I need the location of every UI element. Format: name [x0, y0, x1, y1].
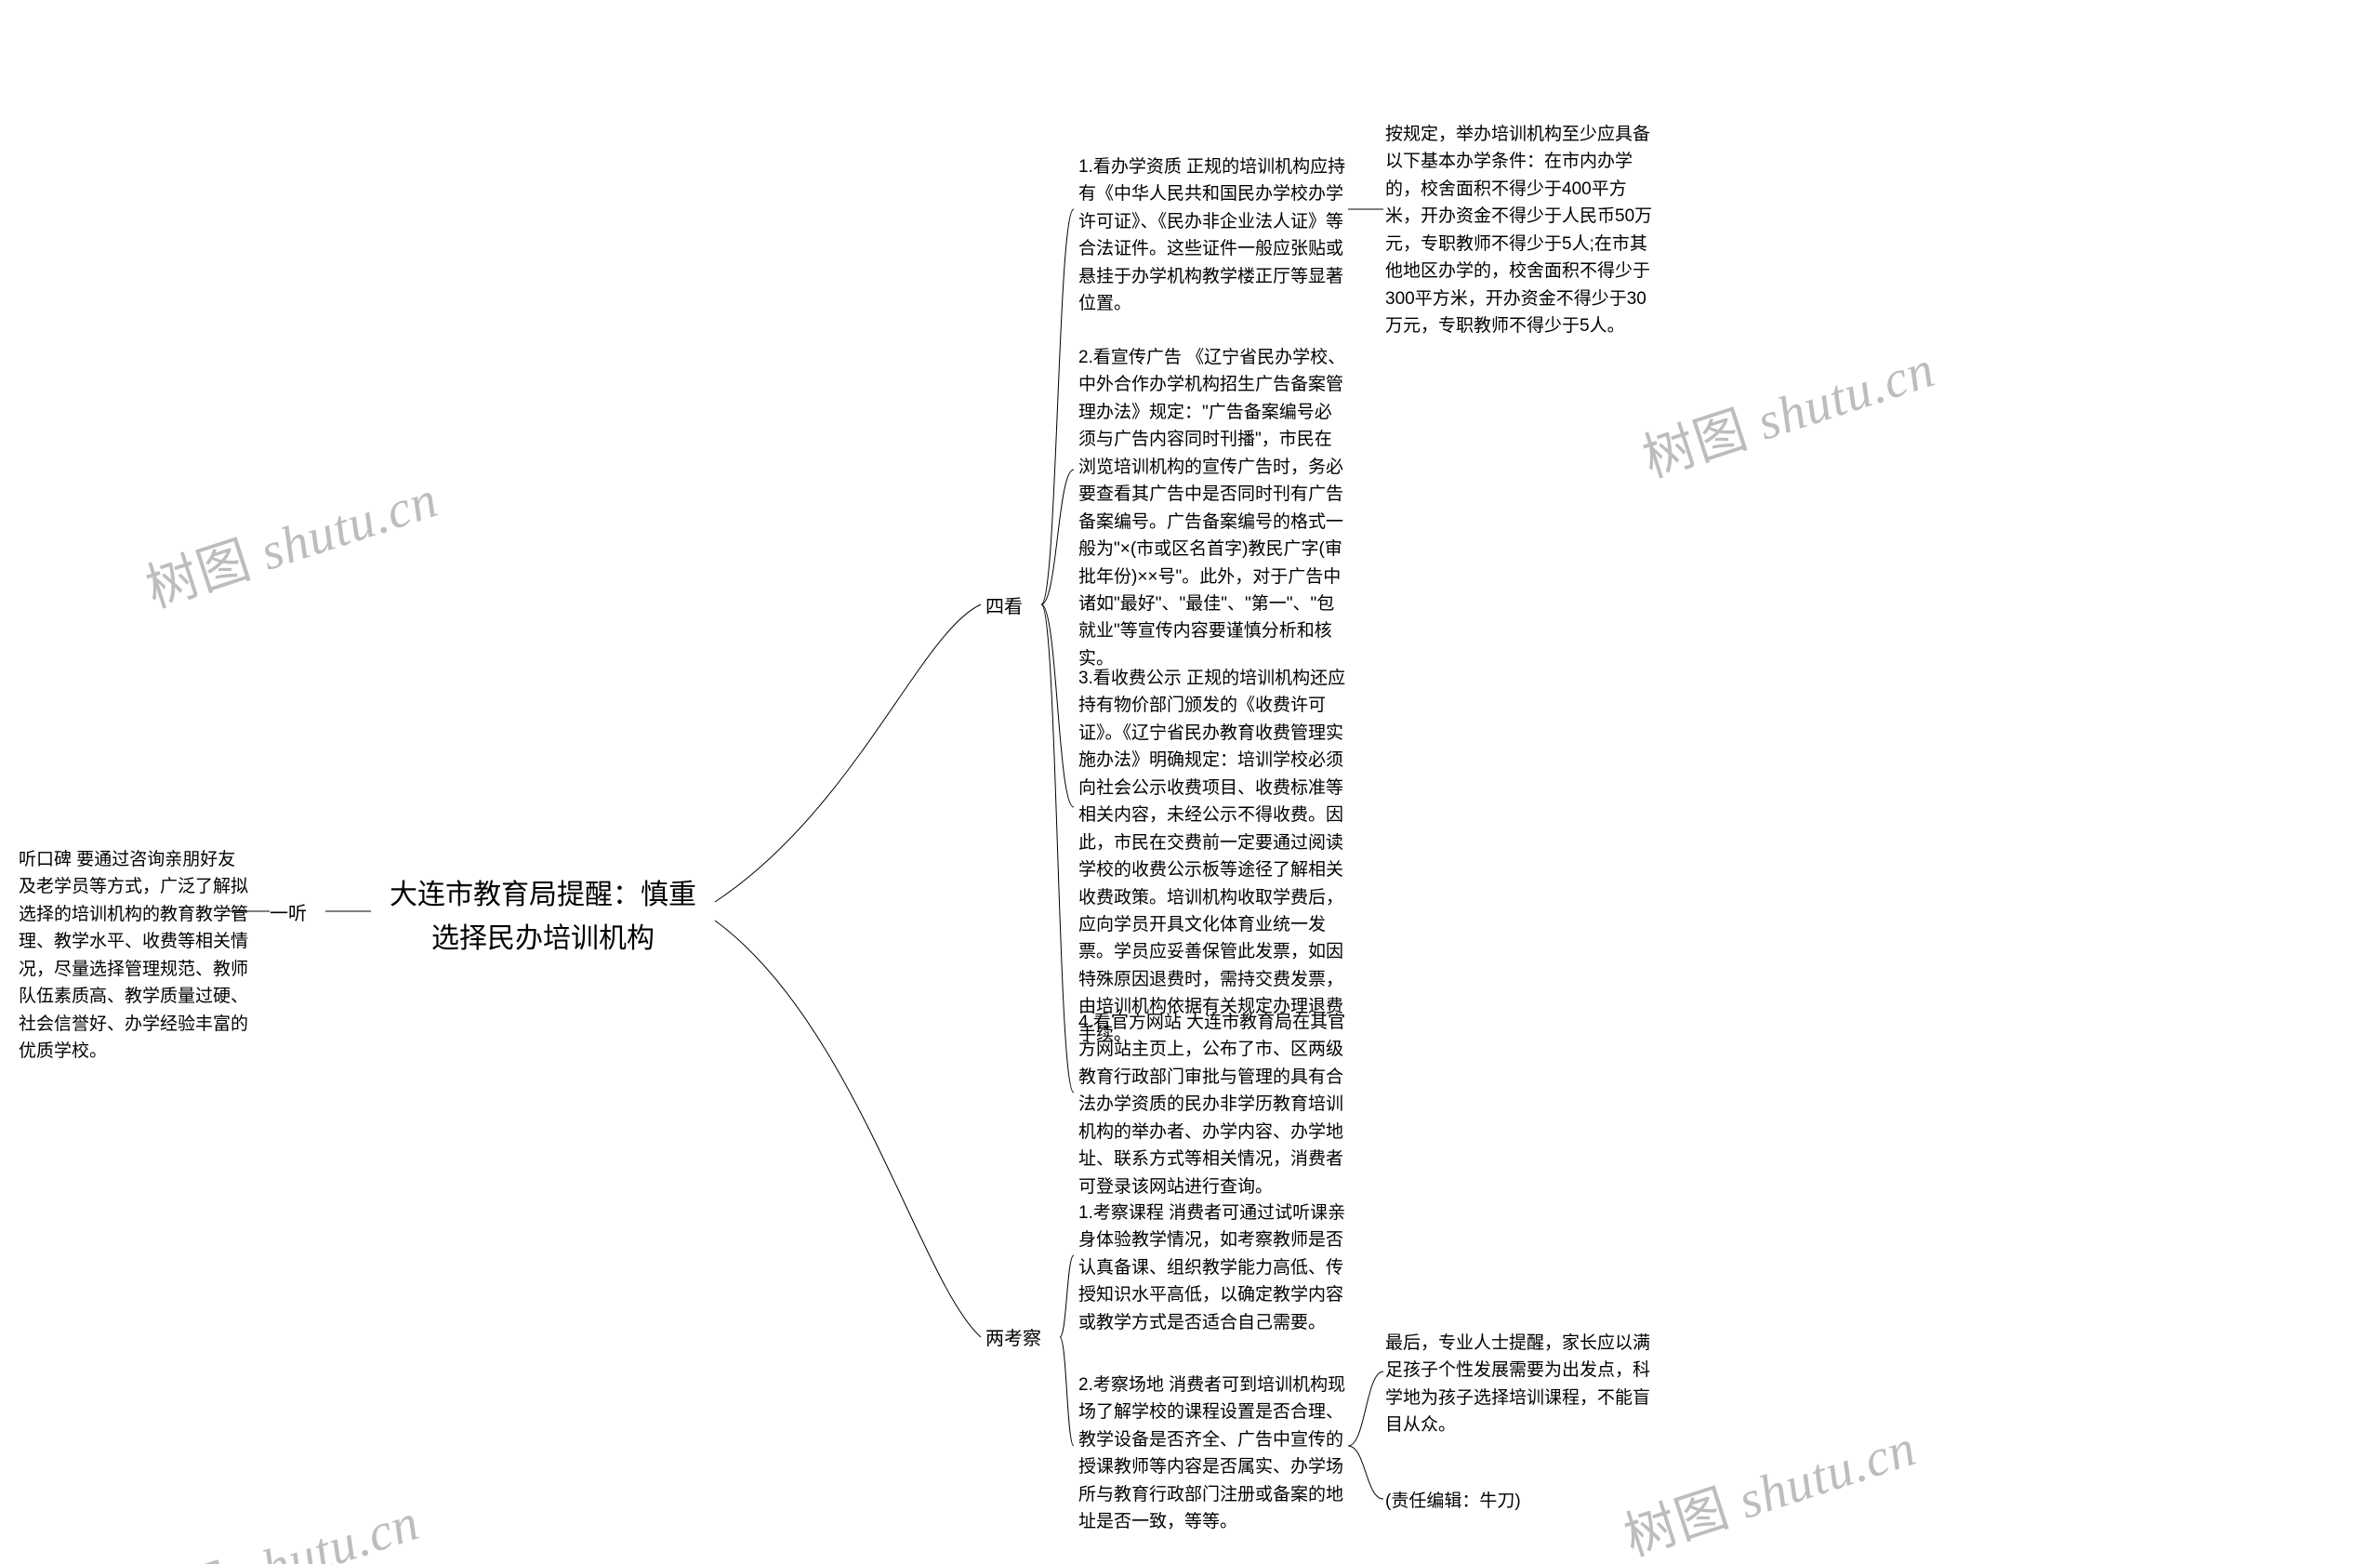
listen-detail-text: 听口碑 要通过咨询亲朋好友及老学员等方式，广泛了解拟选择的培训机构的教育教学管理… — [19, 850, 248, 1061]
inspect1: 1.考察课程 消费者可通过试听课亲身体验教学情况，如考察教师是否认真备课、组织教… — [1078, 1200, 1346, 1336]
root-line1: 大连市教育局提醒：慎重 — [390, 880, 696, 910]
look3-text: 3.看收费公示 正规的培训机构还应持有物价部门颁发的《收费许可证》。《辽宁省民办… — [1078, 669, 1345, 1044]
inspect1-text: 1.考察课程 消费者可通过试听课亲身体验教学情况，如考察教师是否认真备课、组织教… — [1078, 1203, 1345, 1332]
watermark: 树图 shutu.cn — [1613, 1406, 1924, 1564]
root-node: 大连市教育局提醒：慎重 选择民办培训机构 — [371, 874, 715, 961]
look4: 4.看官方网站 大连市教育局在其官方网站主页上，公布了市、区两级教育行政部门审批… — [1078, 1009, 1346, 1200]
listen-detail: 听口碑 要通过咨询亲朋好友及老学员等方式，广泛了解拟选择的培训机构的教育教学管理… — [19, 846, 249, 1066]
look3: 3.看收费公示 正规的培训机构还应持有物价部门颁发的《收费许可证》。《辽宁省民办… — [1078, 665, 1346, 1048]
root-line2: 选择民办培训机构 — [431, 923, 654, 954]
look1: 1.看办学资质 正规的培训机构应持有《中华人民共和国民办学校办学许可证》、《民办… — [1078, 153, 1346, 318]
look2: 2.看宣传广告 《辽宁省民办学校、中外合作办学机构招生广告备案管理办法》规定："… — [1078, 344, 1346, 672]
branch-two-inspect-label: 两考察 — [985, 1329, 1041, 1349]
watermark: 树图 shutu.cn — [135, 457, 445, 623]
look4-text: 4.看官方网站 大连市教育局在其官方网站主页上，公布了市、区两级教育行政部门审批… — [1078, 1013, 1345, 1197]
look1-text: 1.看办学资质 正规的培训机构应持有《中华人民共和国民办学校办学许可证》、《民办… — [1078, 157, 1345, 313]
look1-detail-text: 按规定，举办培训机构至少应具备以下基本办学条件：在市内办学的，校舍面积不得少于4… — [1385, 125, 1652, 336]
inspect2-text: 2.考察场地 消费者可到培训机构现场了解学校的课程设置是否合理、教学设备是否齐全… — [1078, 1375, 1345, 1531]
look1-detail: 按规定，举办培训机构至少应具备以下基本办学条件：在市内办学的，校舍面积不得少于4… — [1385, 121, 1653, 340]
watermark: 树图 shutu.cn — [116, 1480, 427, 1564]
branch-four-look: 四看 — [985, 593, 1023, 622]
inspect2-tip-text: 最后，专业人士提醒，家长应以满足孩子个性发展需要为出发点，科学地为孩子选择培训课… — [1385, 1333, 1650, 1435]
branch-listen: 一听 — [270, 900, 307, 929]
inspect2: 2.考察场地 消费者可到培训机构现场了解学校的课程设置是否合理、教学设备是否齐全… — [1078, 1372, 1346, 1536]
watermark: 树图 shutu.cn — [1632, 327, 1942, 493]
look2-text: 2.看宣传广告 《辽宁省民办学校、中外合作办学机构招生广告备案管理办法》规定："… — [1078, 348, 1345, 669]
inspect2-editor-text: (责任编辑：牛刀) — [1385, 1491, 1521, 1511]
inspect2-editor: (责任编辑：牛刀) — [1385, 1488, 1653, 1515]
branch-two-inspect: 两考察 — [985, 1325, 1041, 1354]
branch-listen-label: 一听 — [270, 904, 307, 924]
branch-four-look-label: 四看 — [985, 597, 1023, 617]
inspect2-tip: 最后，专业人士提醒，家长应以满足孩子个性发展需要为出发点，科学地为孩子选择培训课… — [1385, 1330, 1653, 1439]
